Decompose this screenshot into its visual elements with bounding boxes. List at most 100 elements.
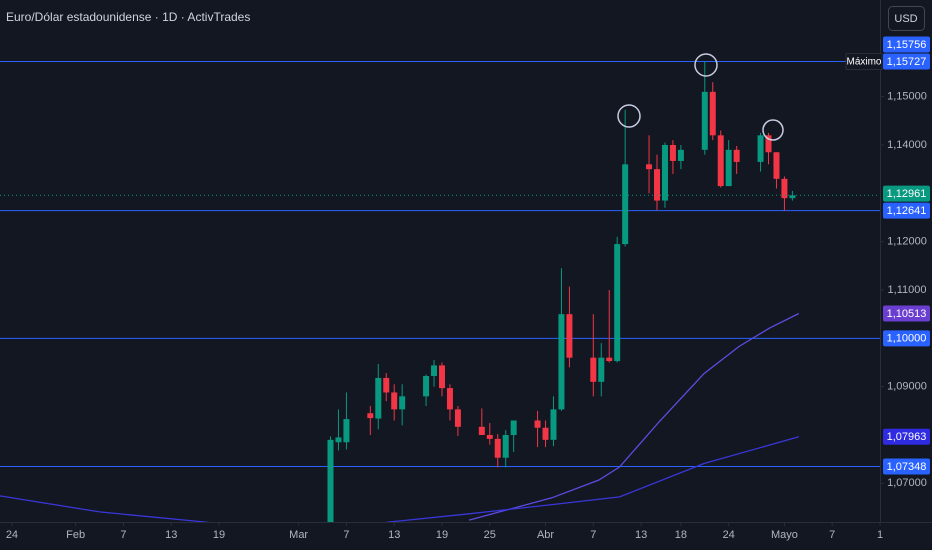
x-tick-label: Mayo xyxy=(771,529,798,541)
candle-body xyxy=(725,149,732,187)
candle-body xyxy=(614,244,621,362)
level-tag: Máximo xyxy=(846,57,881,68)
price-label-text: 1,10000 xyxy=(887,333,927,345)
plot-area xyxy=(0,61,880,522)
candle-body xyxy=(502,435,509,458)
price-label-box xyxy=(883,428,930,445)
price-label: 1,15756 xyxy=(883,36,930,53)
axes: 1,15000 1,14000 1,12000 1,11000 1,09000 1,070… xyxy=(6,36,930,541)
candle-body xyxy=(590,357,597,382)
candle-body xyxy=(335,437,342,443)
candle-body xyxy=(566,314,573,358)
price-label-text: 1,15727 xyxy=(887,56,927,68)
candle-body xyxy=(717,135,724,187)
price-label-box xyxy=(883,305,930,322)
candle-body xyxy=(677,149,684,161)
price-label: 1,12641 xyxy=(883,202,930,219)
price-label-box xyxy=(883,185,930,202)
candle-body xyxy=(765,135,772,153)
y-tick-label: 1,09000 xyxy=(887,381,927,393)
moving-average xyxy=(0,436,799,522)
candle-body xyxy=(391,392,398,410)
price-label-text: 1,12961 xyxy=(887,188,927,200)
candle-body xyxy=(438,365,445,389)
x-tick-label: Abr xyxy=(537,529,554,541)
x-tick-label: 25 xyxy=(484,529,496,541)
price-label-box xyxy=(883,53,930,70)
price-label-text: 1,10513 xyxy=(887,308,927,320)
price-label-text: 1,07963 xyxy=(887,431,927,443)
candle-body xyxy=(701,91,708,150)
x-tick-label: 13 xyxy=(635,529,647,541)
x-tick-label: 7 xyxy=(829,529,835,541)
annotations xyxy=(617,53,784,141)
candle-body xyxy=(446,388,453,410)
candle-body xyxy=(789,195,796,199)
level-tag-box xyxy=(845,53,883,71)
x-tick-label: 7 xyxy=(590,529,596,541)
x-tick-label: 19 xyxy=(436,529,448,541)
x-tick-label: 13 xyxy=(388,529,400,541)
x-tick-label: Mar xyxy=(289,529,308,541)
x-tick-label: Feb xyxy=(66,529,85,541)
high-circle xyxy=(762,119,784,141)
candle-body xyxy=(375,377,382,419)
price-label: 1,15727 xyxy=(883,53,930,70)
candle-body xyxy=(454,409,461,427)
candle-body xyxy=(367,413,374,419)
candle-body xyxy=(494,438,501,458)
x-tick-label: 24 xyxy=(6,529,18,541)
chart-title: Euro/Dólar estadounidense · 1D · ActivTr… xyxy=(6,10,250,24)
price-label: 1,10000 xyxy=(883,330,930,347)
candle-body xyxy=(661,145,668,201)
price-label-box xyxy=(883,330,930,347)
candle-body xyxy=(598,357,605,382)
candle-body xyxy=(550,409,557,440)
price-label: 1,07348 xyxy=(883,458,930,475)
candle-body xyxy=(383,377,390,393)
x-tick-label: 24 xyxy=(723,529,735,541)
candle-body xyxy=(431,365,438,377)
candle-body xyxy=(327,439,334,522)
price-label-box xyxy=(883,36,930,53)
candle-body xyxy=(399,396,406,410)
moving-average xyxy=(468,312,800,521)
x-tick-label: 18 xyxy=(675,529,687,541)
y-tick-label: 1,11000 xyxy=(888,284,927,296)
x-tick-label: 7 xyxy=(343,529,349,541)
price-label: 1,12961 xyxy=(883,185,930,202)
price-label-box xyxy=(883,202,930,219)
high-circle xyxy=(617,104,641,128)
candle-body xyxy=(558,314,565,410)
price-label-text: 1,15756 xyxy=(887,39,927,51)
candle-body xyxy=(423,376,430,397)
candle-body xyxy=(773,152,780,179)
price-label: 1,07963 xyxy=(883,428,930,445)
candle-body xyxy=(478,426,485,435)
candle-body xyxy=(654,169,661,201)
price-label-text: 1,07348 xyxy=(887,461,927,473)
price-label-text: 1,12641 xyxy=(887,205,927,217)
currency[interactable]: USD xyxy=(894,13,917,25)
y-tick-label: 1,12000 xyxy=(887,236,927,248)
candle-body xyxy=(622,164,629,245)
candle-body xyxy=(510,420,517,435)
high-circle xyxy=(694,53,718,77)
candle-body xyxy=(646,164,653,170)
y-tick-label: 1,07000 xyxy=(887,477,927,489)
candle-body xyxy=(486,435,493,439)
currency-button[interactable] xyxy=(888,6,925,31)
candle-body xyxy=(606,357,613,362)
price-label: 1,10513 xyxy=(883,305,930,322)
y-tick-label: 1,15000 xyxy=(887,91,927,103)
candle-body xyxy=(733,149,740,162)
x-tick-label: 19 xyxy=(213,529,225,541)
price-label-box xyxy=(883,458,930,475)
candle-body xyxy=(709,91,716,136)
y-tick-label: 1,14000 xyxy=(887,139,927,151)
candle-body xyxy=(542,427,549,440)
candle-body xyxy=(781,178,788,199)
candle-body xyxy=(669,145,676,161)
